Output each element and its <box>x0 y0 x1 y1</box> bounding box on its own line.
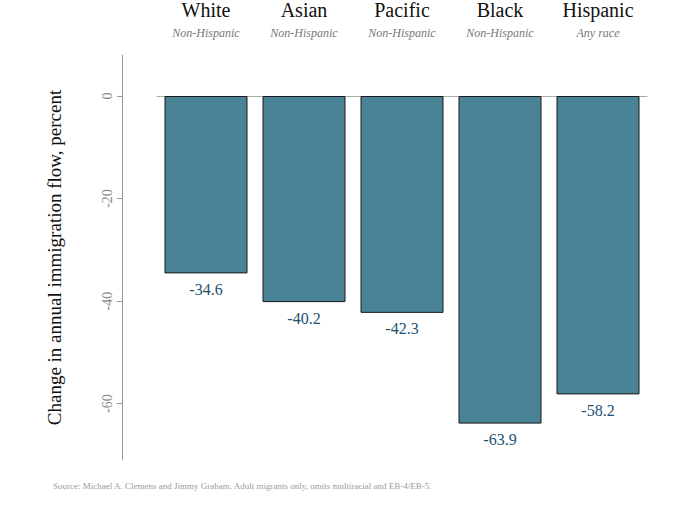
svg-text:Black: Black <box>477 0 524 21</box>
svg-text:Source: Michael A. Clemens and: Source: Michael A. Clemens and Jimmy Gra… <box>53 481 432 491</box>
svg-text:-58.2: -58.2 <box>581 402 614 419</box>
svg-text:-60: -60 <box>100 394 115 413</box>
svg-text:Non-Hispanic: Non-Hispanic <box>465 26 534 40</box>
svg-text:-42.3: -42.3 <box>385 320 418 337</box>
svg-text:0: 0 <box>100 93 115 100</box>
svg-text:-20: -20 <box>100 189 115 208</box>
svg-text:White: White <box>182 0 231 21</box>
svg-text:Any race: Any race <box>576 26 621 40</box>
svg-text:Asian: Asian <box>281 0 328 21</box>
svg-text:Non-Hispanic: Non-Hispanic <box>367 26 436 40</box>
svg-text:Non-Hispanic: Non-Hispanic <box>269 26 338 40</box>
svg-text:-34.6: -34.6 <box>189 281 222 298</box>
svg-text:Hispanic: Hispanic <box>562 0 633 22</box>
svg-text:-40.2: -40.2 <box>287 310 320 327</box>
svg-text:-63.9: -63.9 <box>483 431 516 448</box>
svg-text:Pacific: Pacific <box>374 0 430 21</box>
svg-text:Non-Hispanic: Non-Hispanic <box>171 26 240 40</box>
svg-text:Change in annual immigration f: Change in annual immigration flow, perce… <box>44 89 65 425</box>
svg-text:-40: -40 <box>100 292 115 311</box>
